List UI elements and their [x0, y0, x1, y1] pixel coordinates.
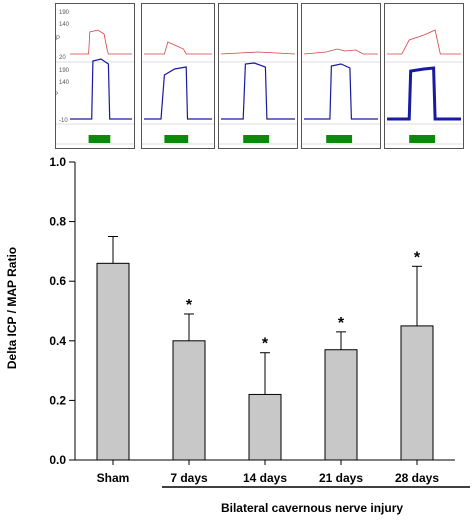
- group-label: Bilateral cavernous nerve injury: [221, 501, 403, 515]
- category-label: 7 days: [170, 471, 208, 485]
- y-tick-label: 0.2: [49, 393, 66, 407]
- chart-significance-markers: * * * *: [186, 249, 421, 352]
- icp-tick-bottom: 20: [59, 55, 66, 61]
- category-label: Sham: [97, 471, 130, 485]
- bp-tick-bottom: -10: [59, 118, 68, 124]
- category-label: 28 days: [395, 471, 439, 485]
- recording-panel-4: [301, 3, 381, 149]
- significance-marker: *: [186, 297, 193, 314]
- bar-1: [172, 340, 206, 461]
- recording-panel-1: 190 140 20 190 140 -10 ICP BP: [50, 3, 135, 149]
- icp-tick-mid: 140: [59, 22, 70, 28]
- significance-marker: *: [338, 315, 345, 332]
- significance-marker: *: [414, 249, 421, 266]
- bar-3: [324, 349, 358, 461]
- category-label: 14 days: [243, 471, 287, 485]
- bar-2: [248, 393, 282, 461]
- category-label: 21 days: [319, 471, 363, 485]
- y-tick-label: 0.6: [49, 274, 66, 288]
- chart-labels: Sham 7 days 14 days 21 days 28 days: [97, 471, 440, 485]
- recording-panel-2: [141, 3, 215, 149]
- y-axis-label: Delta ICP / MAP Ratio: [5, 247, 19, 369]
- significance-marker: *: [262, 336, 269, 353]
- bar-chart: 0.0 0.2 0.4 0.6 0.8 1.0 * * * * Sham 7 days 14 day…: [5, 155, 470, 515]
- recording-panel-3: [218, 3, 298, 149]
- bar-4: [400, 325, 434, 461]
- bar-0: [96, 262, 130, 461]
- icp-axis-label: ICP: [56, 36, 60, 42]
- bp-tick-top: 190: [59, 68, 70, 74]
- y-tick-label: 1.0: [49, 155, 66, 169]
- y-tick-label: 0.8: [49, 215, 66, 229]
- bp-axis-label: BP: [56, 92, 58, 98]
- chart-error-bars: [108, 236, 422, 395]
- recording-panel-5: [384, 3, 464, 149]
- y-tick-label: 0.4: [49, 334, 66, 348]
- icp-recording-panels: 190 140 20 190 140 -10 ICP BP: [0, 0, 474, 152]
- icp-tick-top: 190: [59, 10, 70, 16]
- bp-tick-mid: 140: [59, 80, 70, 86]
- chart-bars: [96, 262, 434, 461]
- y-tick-label: 0.0: [49, 453, 66, 467]
